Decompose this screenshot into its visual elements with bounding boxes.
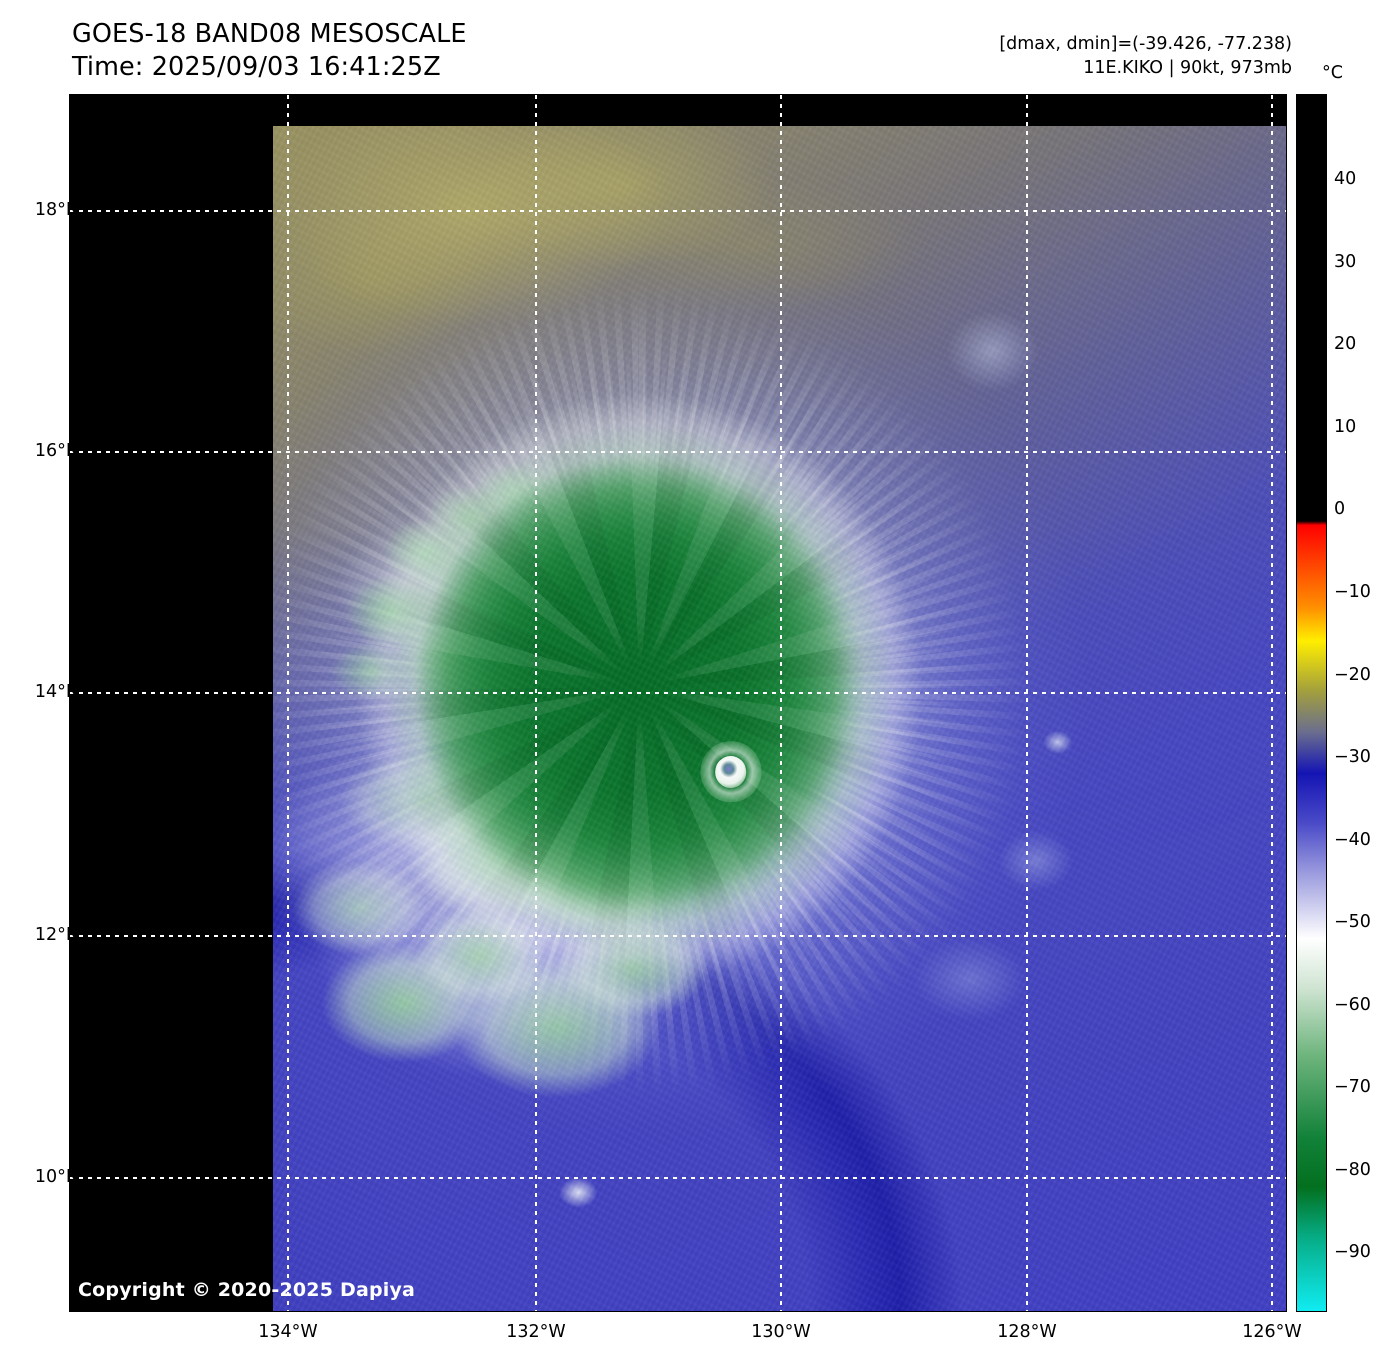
plot-inner: Copyright © 2020-2025 Dapiya — [70, 95, 1286, 1311]
cbtick-label-m30: −30 — [1334, 747, 1371, 767]
ytick-label-16N: 16°N — [34, 441, 79, 461]
storm-eye — [714, 755, 747, 788]
cbtick-label-m80: −80 — [1334, 1160, 1371, 1180]
cbtick-label-m70: −70 — [1334, 1077, 1371, 1097]
cbtick-label-m40: −40 — [1334, 830, 1371, 850]
metadata-block: [dmax, dmin]=(-39.426, -77.238) 11E.KIKO… — [999, 33, 1292, 80]
cbtick-label-40: 40 — [1334, 169, 1357, 189]
cbtick-label-20: 20 — [1334, 334, 1357, 354]
title-block: GOES-18 BAND08 MESOSCALE Time: 2025/09/0… — [72, 18, 467, 84]
cbtick-label-30: 30 — [1334, 252, 1357, 272]
cbtick-label-10: 10 — [1334, 417, 1357, 437]
pixel-texture-layer — [273, 126, 1286, 1311]
copyright-notice: Copyright © 2020-2025 Dapiya — [78, 1279, 416, 1301]
storm-readout: 11E.KIKO | 90kt, 973mb — [1083, 57, 1292, 78]
temperature-colorbar[interactable] — [1297, 95, 1326, 1311]
cbtick-label-m90: −90 — [1334, 1242, 1371, 1262]
ytick-label-10N: 10°N — [34, 1167, 79, 1187]
cbtick-label-0: 0 — [1334, 499, 1346, 519]
ytick-label-18N: 18°N — [34, 200, 79, 220]
page-title: GOES-18 BAND08 MESOSCALE — [72, 19, 467, 49]
dminmax-readout: [dmax, dmin]=(-39.426, -77.238) — [999, 34, 1292, 54]
cbtick-label-m20: −20 — [1334, 665, 1371, 685]
ytick-label-12N: 12°N — [34, 925, 79, 945]
xtick-label-130W: 130°W — [751, 1322, 811, 1342]
cbtick-label-m60: −60 — [1334, 995, 1371, 1015]
scattered-cloud-cells — [273, 126, 1286, 1311]
xtick-label-128W: 128°W — [997, 1322, 1057, 1342]
ytick-label-14N: 14°N — [34, 682, 79, 702]
colorbar-gradient — [1297, 95, 1326, 1311]
cbtick-label-m10: −10 — [1334, 582, 1371, 602]
xtick-label-134W: 134°W — [258, 1322, 318, 1342]
cbtick-label-m50: −50 — [1334, 912, 1371, 932]
satellite-image-plot[interactable]: Copyright © 2020-2025 Dapiya — [70, 95, 1286, 1311]
xtick-label-126W: 126°W — [1242, 1322, 1302, 1342]
xtick-label-132W: 132°W — [506, 1322, 566, 1342]
colorbar-unit-label: °C — [1322, 63, 1343, 83]
satellite-swath — [273, 126, 1286, 1311]
timestamp: Time: 2025/09/03 16:41:25Z — [72, 52, 441, 83]
